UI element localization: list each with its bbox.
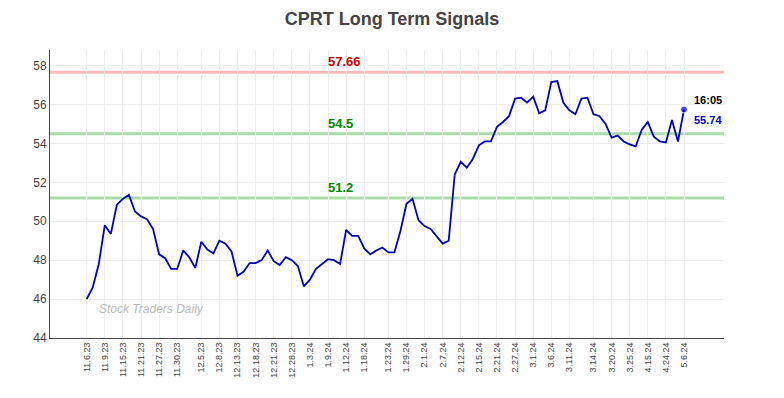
svg-text:57.66: 57.66 <box>328 54 361 69</box>
svg-text:3.11.24: 3.11.24 <box>564 343 574 372</box>
svg-text:4.15.24: 4.15.24 <box>643 343 653 373</box>
svg-text:2.12.24: 2.12.24 <box>456 343 466 373</box>
svg-text:1.9.24: 1.9.24 <box>323 343 333 368</box>
svg-text:58: 58 <box>33 59 47 73</box>
svg-text:2.15.24: 2.15.24 <box>474 343 484 373</box>
svg-text:54.5: 54.5 <box>328 116 353 131</box>
svg-text:50: 50 <box>33 214 47 228</box>
svg-text:3.6.24: 3.6.24 <box>546 343 556 368</box>
svg-text:54: 54 <box>33 137 47 151</box>
svg-text:3.20.24: 3.20.24 <box>607 343 617 373</box>
svg-text:11.15.23: 11.15.23 <box>118 343 128 377</box>
svg-text:12.21.23: 12.21.23 <box>269 343 279 378</box>
svg-text:12.18.23: 12.18.23 <box>251 343 261 378</box>
svg-text:2.27.24: 2.27.24 <box>510 343 520 373</box>
svg-text:55.74: 55.74 <box>694 114 722 126</box>
svg-text:3.25.24: 3.25.24 <box>625 343 635 373</box>
svg-text:12.28.23: 12.28.23 <box>287 343 297 378</box>
svg-text:5.6.24: 5.6.24 <box>679 343 689 368</box>
svg-text:12.13.23: 12.13.23 <box>232 343 242 378</box>
svg-text:12.5.23: 12.5.23 <box>196 343 206 373</box>
svg-text:52: 52 <box>33 176 47 190</box>
svg-text:3.14.24: 3.14.24 <box>588 343 598 373</box>
svg-text:3.1.24: 3.1.24 <box>528 343 538 368</box>
svg-text:16:05: 16:05 <box>694 94 722 106</box>
svg-text:11.21.23: 11.21.23 <box>136 343 146 377</box>
svg-text:1.18.24: 1.18.24 <box>359 343 369 373</box>
svg-text:2.1.24: 2.1.24 <box>419 343 429 368</box>
svg-text:11.6.23: 11.6.23 <box>82 343 92 372</box>
svg-text:51.2: 51.2 <box>328 180 353 195</box>
svg-text:48: 48 <box>33 253 47 267</box>
svg-text:1.12.24: 1.12.24 <box>341 343 351 373</box>
svg-text:4.24.24: 4.24.24 <box>661 343 671 373</box>
svg-text:11.30.23: 11.30.23 <box>172 343 182 377</box>
svg-text:Stock Traders Daily: Stock Traders Daily <box>99 302 204 316</box>
svg-text:46: 46 <box>33 292 47 306</box>
svg-text:1.3.24: 1.3.24 <box>305 343 315 368</box>
svg-text:12.8.23: 12.8.23 <box>214 343 224 373</box>
svg-text:2.21.24: 2.21.24 <box>492 343 502 373</box>
svg-text:1.23.24: 1.23.24 <box>383 343 393 373</box>
svg-text:CPRT Long Term Signals: CPRT Long Term Signals <box>285 9 500 29</box>
svg-text:2.7.24: 2.7.24 <box>438 343 448 368</box>
svg-text:1.29.24: 1.29.24 <box>401 343 411 373</box>
svg-text:11.9.23: 11.9.23 <box>100 343 110 372</box>
svg-text:11.27.23: 11.27.23 <box>154 343 164 377</box>
svg-text:44: 44 <box>33 331 47 345</box>
svg-text:56: 56 <box>33 98 47 112</box>
